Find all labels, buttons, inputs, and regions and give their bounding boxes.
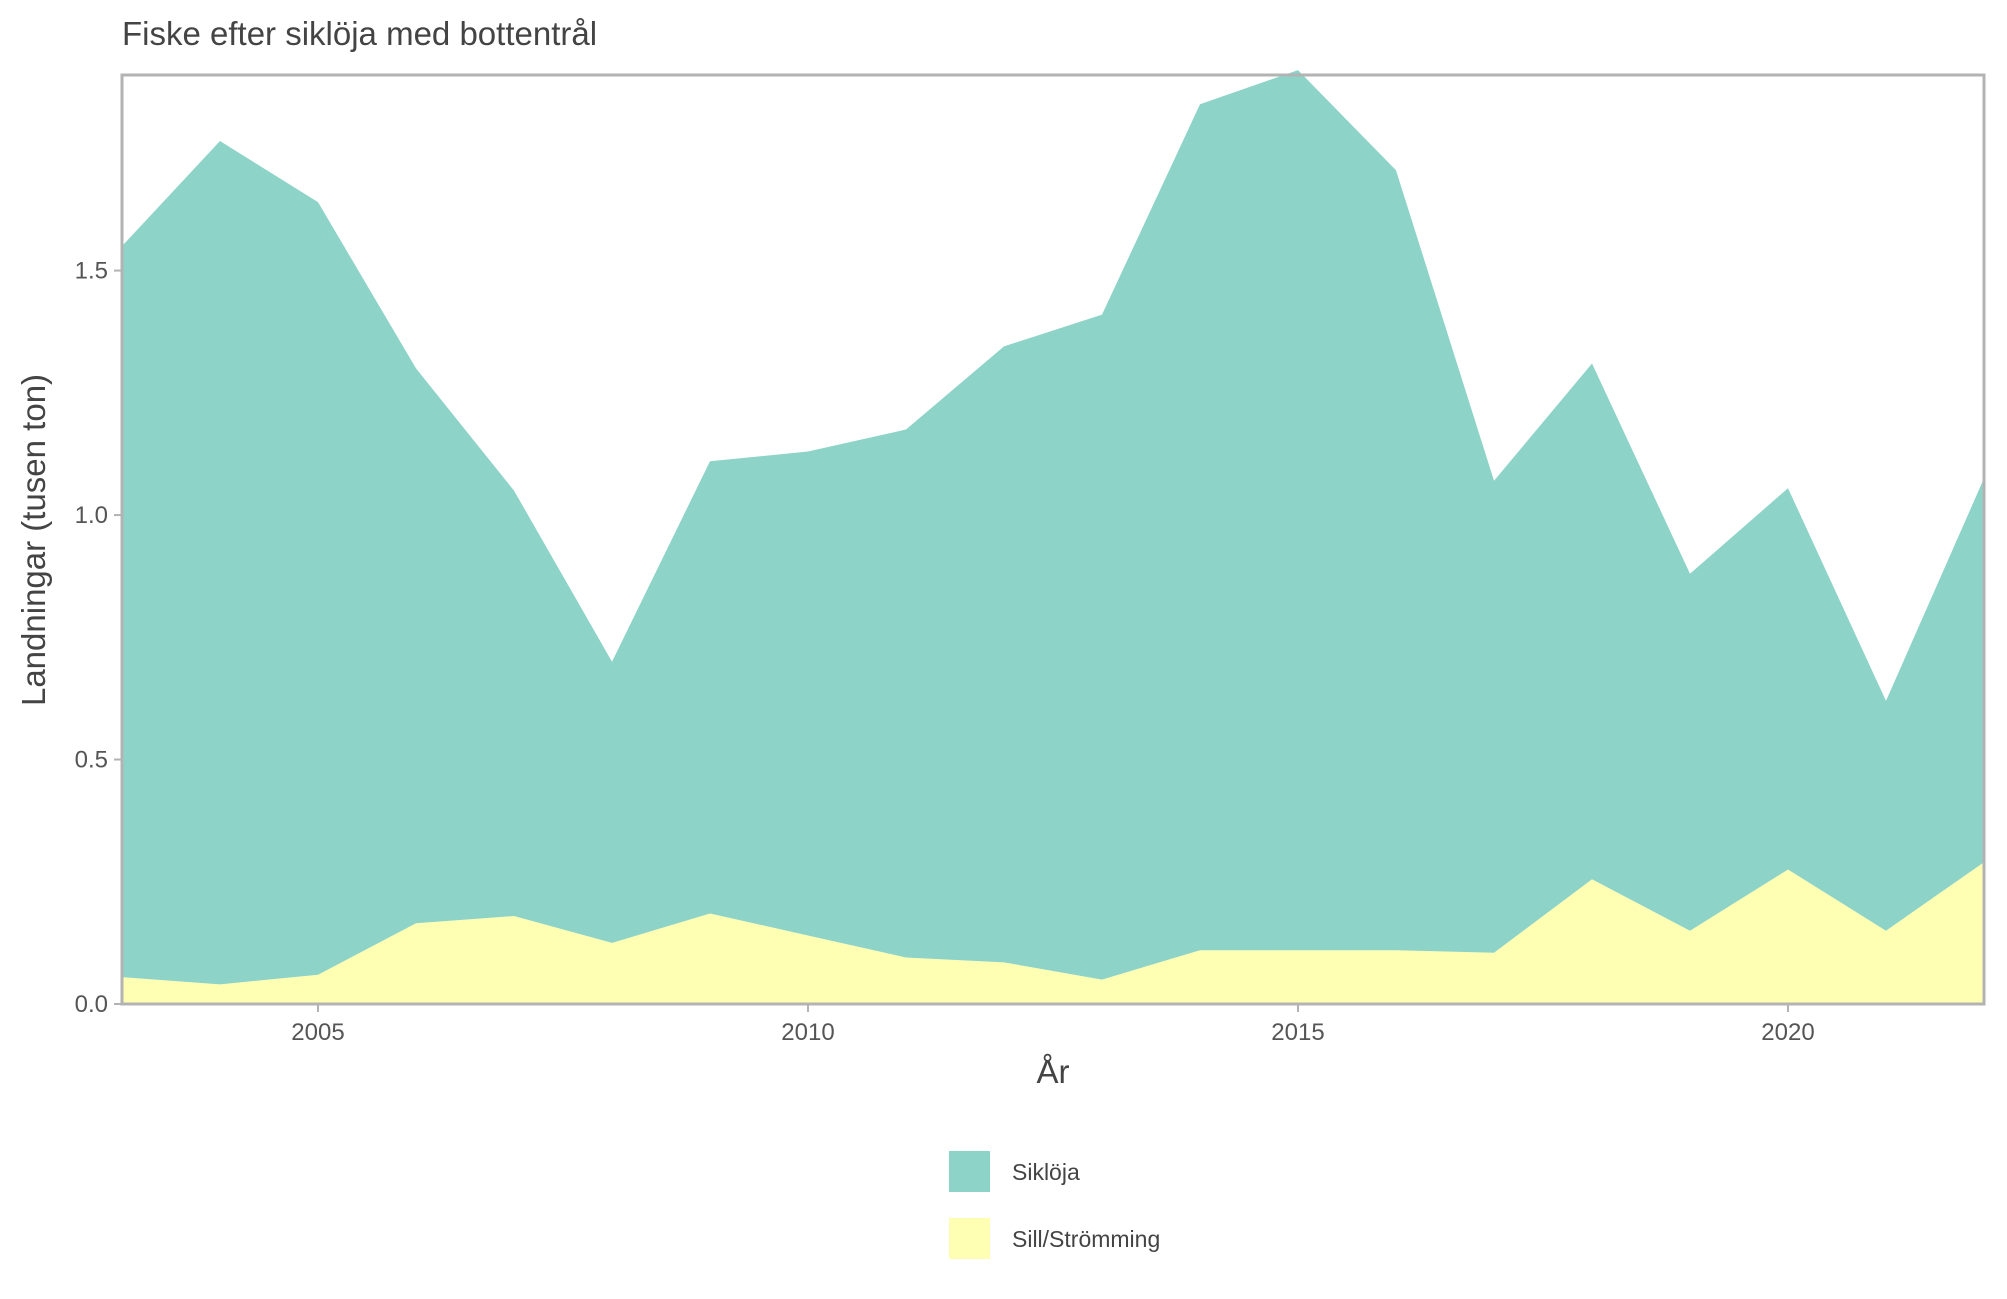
legend-label-sikl-ja: Siklöja: [1012, 1159, 1080, 1185]
legend: Siklöja Sill/Strömming: [949, 1151, 1160, 1259]
x-tick-label: 2005: [291, 1019, 344, 1046]
x-axis-title: År: [1037, 1053, 1070, 1090]
area-series-group: [122, 70, 1984, 1004]
y-tick-label: 1.5: [75, 258, 108, 285]
x-tick-label: 2020: [1761, 1019, 1814, 1046]
legend-swatch-sill-str-mming: [949, 1218, 990, 1259]
y-tick-label: 0.5: [75, 747, 108, 774]
y-tick-label: 0.0: [75, 991, 108, 1018]
legend-swatch-sikl-ja: [949, 1151, 990, 1192]
y-axis-title: Landningar (tusen ton): [15, 374, 52, 706]
x-tick-label: 2010: [781, 1019, 834, 1046]
legend-label-sill-str-mming: Sill/Strömming: [1012, 1226, 1160, 1252]
y-tick-label: 1.0: [75, 502, 108, 529]
y-axis: 0.0 0.5 1.0 1.5: [75, 258, 122, 1018]
x-axis: 2005 2010 2015 2020: [291, 1004, 1815, 1046]
area-sikl-ja: [122, 70, 1984, 985]
x-tick-label: 2015: [1271, 1019, 1324, 1046]
panel-border: [120, 73, 1986, 1006]
area-sill-str-mming: [122, 862, 1984, 1004]
chart-title: Fiske efter siklöja med bottentrål: [122, 15, 597, 52]
